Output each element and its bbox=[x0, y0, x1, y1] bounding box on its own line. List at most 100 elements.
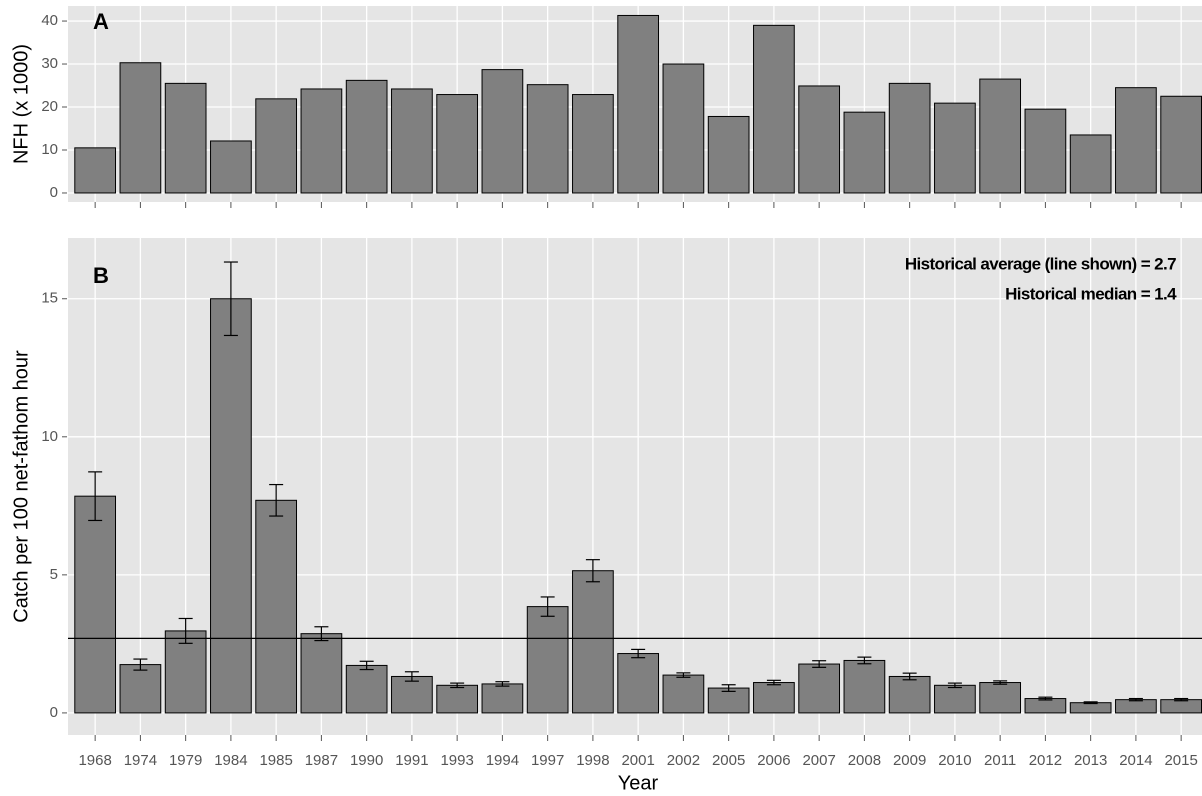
error-bar bbox=[631, 648, 646, 659]
x-tick-label: 1994 bbox=[486, 752, 519, 769]
bar bbox=[707, 115, 750, 194]
error-bar bbox=[88, 471, 103, 522]
error-bar bbox=[676, 672, 691, 678]
error-bar bbox=[857, 656, 872, 665]
bar bbox=[888, 675, 931, 714]
y-axis-title: NFH (x 1000) bbox=[10, 44, 32, 164]
bar bbox=[300, 633, 343, 714]
bar bbox=[934, 102, 976, 194]
y-tick-label: 40 bbox=[41, 12, 58, 29]
y-tick-label: 10 bbox=[41, 428, 58, 445]
bar bbox=[979, 78, 1022, 194]
error-bar bbox=[404, 671, 419, 682]
x-tick-label: 2010 bbox=[938, 752, 971, 769]
y-tick-label: 15 bbox=[41, 290, 58, 307]
bar bbox=[572, 94, 614, 194]
bar bbox=[1160, 95, 1202, 194]
bar bbox=[843, 111, 886, 194]
bar bbox=[391, 675, 433, 714]
y-axis-title: Catch per 100 net-fathom hour bbox=[10, 350, 32, 623]
y-tick-label: 0 bbox=[50, 704, 58, 721]
y-tick-label: 10 bbox=[41, 141, 58, 158]
x-tick-label: 1997 bbox=[531, 752, 564, 769]
x-tick-label: 2014 bbox=[1119, 752, 1152, 769]
bar bbox=[436, 684, 479, 714]
x-tick-label: 2013 bbox=[1074, 752, 1107, 769]
error-bar bbox=[902, 672, 917, 681]
x-tick-label: 2012 bbox=[1029, 752, 1062, 769]
bar bbox=[210, 140, 252, 194]
x-tick-label: 2005 bbox=[712, 752, 745, 769]
bar bbox=[934, 684, 976, 714]
x-tick-label: 1979 bbox=[169, 752, 202, 769]
x-tick-label: 1985 bbox=[259, 752, 292, 769]
error-bar bbox=[1038, 696, 1053, 701]
panel-label: B bbox=[93, 263, 109, 288]
bar bbox=[662, 63, 705, 194]
bar bbox=[1115, 699, 1157, 714]
error-bar bbox=[1083, 701, 1098, 705]
bar bbox=[1069, 702, 1112, 714]
x-tick-label: 2001 bbox=[621, 752, 654, 769]
bar bbox=[572, 570, 614, 714]
x-tick-label: 2008 bbox=[848, 752, 881, 769]
bar bbox=[255, 98, 298, 194]
y-tick-label: 5 bbox=[50, 566, 58, 583]
bar bbox=[74, 495, 117, 714]
x-tick-label: 2015 bbox=[1164, 752, 1197, 769]
x-tick-label: 1968 bbox=[78, 752, 111, 769]
error-bar bbox=[495, 681, 510, 687]
y-tick-label: 20 bbox=[41, 98, 58, 115]
annotation: Historical median = 1.4 bbox=[1005, 284, 1177, 303]
bar bbox=[119, 664, 162, 714]
annotation: Historical average (line shown) = 2.7 bbox=[905, 254, 1176, 273]
bar bbox=[345, 664, 388, 714]
error-bar bbox=[766, 679, 781, 686]
bar bbox=[210, 298, 252, 714]
bar bbox=[164, 82, 207, 194]
error-bar bbox=[721, 684, 736, 692]
error-bar bbox=[1128, 697, 1143, 702]
bar bbox=[436, 94, 479, 194]
bar bbox=[662, 674, 705, 714]
x-tick-label: 2006 bbox=[757, 752, 790, 769]
x-tick-label: 1990 bbox=[350, 752, 383, 769]
error-bar bbox=[812, 660, 827, 668]
bar bbox=[526, 84, 569, 194]
error-bar bbox=[269, 483, 284, 517]
bar bbox=[1024, 108, 1067, 194]
bar bbox=[1160, 699, 1202, 714]
bar bbox=[707, 687, 750, 714]
bar bbox=[119, 62, 162, 194]
x-tick-label: 1993 bbox=[440, 752, 473, 769]
bar bbox=[481, 683, 524, 714]
bar bbox=[255, 499, 298, 714]
bar bbox=[798, 663, 841, 714]
error-bar bbox=[359, 660, 374, 671]
error-bar bbox=[540, 596, 555, 617]
bar bbox=[526, 606, 569, 714]
bar bbox=[74, 147, 117, 194]
x-tick-label: 2002 bbox=[667, 752, 700, 769]
x-axis-title: Year bbox=[618, 772, 659, 794]
bar bbox=[617, 14, 660, 194]
x-tick-label: 2011 bbox=[984, 752, 1016, 769]
x-tick-label: 1974 bbox=[124, 752, 157, 769]
bar bbox=[617, 653, 660, 714]
bar bbox=[753, 682, 795, 714]
x-tick-label: 1987 bbox=[305, 752, 338, 769]
error-bar bbox=[947, 682, 962, 689]
error-bar bbox=[585, 559, 600, 583]
error-bar bbox=[178, 617, 193, 644]
bar bbox=[843, 659, 886, 714]
y-tick-label: 0 bbox=[50, 184, 58, 201]
bar bbox=[300, 88, 343, 194]
bar bbox=[979, 682, 1022, 714]
x-tick-label: 1991 bbox=[395, 752, 428, 769]
error-bar bbox=[1174, 697, 1189, 702]
y-tick-label: 30 bbox=[41, 55, 58, 72]
bar bbox=[888, 82, 931, 194]
bar bbox=[1024, 698, 1067, 714]
x-tick-label: 1984 bbox=[214, 752, 247, 769]
